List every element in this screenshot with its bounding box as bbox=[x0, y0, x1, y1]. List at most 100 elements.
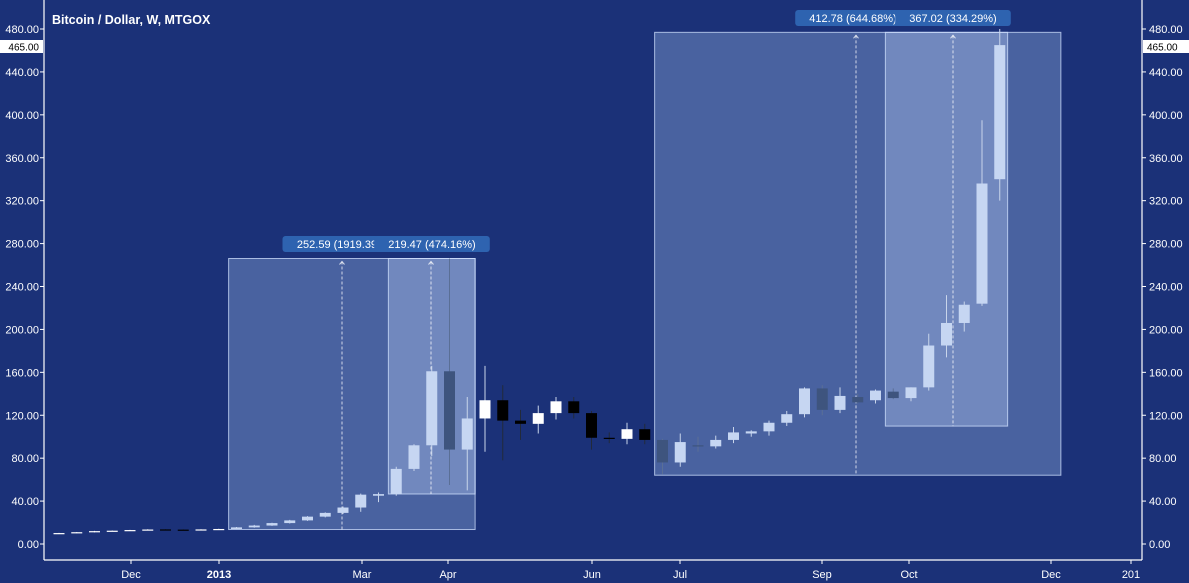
candle-body bbox=[337, 507, 349, 513]
y-tick-label-right: 200.00 bbox=[1149, 324, 1183, 336]
measure-label-2-inner-bg bbox=[895, 10, 1011, 26]
candle-body bbox=[834, 395, 846, 410]
x-tick-label: Oct bbox=[900, 569, 917, 581]
candle-body bbox=[248, 525, 260, 528]
candle-body bbox=[53, 533, 65, 535]
candle-body bbox=[302, 516, 313, 521]
candle-body bbox=[266, 523, 278, 526]
x-tick-label: Sep bbox=[812, 569, 832, 581]
measure-label-1-inner-bg bbox=[374, 236, 490, 252]
y-tick-label-left: 400.00 bbox=[5, 110, 39, 122]
x-tick-label: 201 bbox=[1122, 569, 1140, 581]
candle-body bbox=[444, 371, 455, 450]
y-tick-label-left: 200.00 bbox=[5, 324, 39, 336]
y-tick-label-left: 360.00 bbox=[5, 153, 39, 165]
candle-body bbox=[71, 532, 83, 534]
candle-body bbox=[674, 442, 686, 463]
measure-arrow-head bbox=[853, 34, 859, 39]
measure-box-inner bbox=[884, 31, 1009, 427]
measure-label-1-outer-bg bbox=[282, 236, 392, 252]
measure-arrow-head bbox=[339, 260, 345, 265]
y-tick-label-left: 0.00 bbox=[18, 539, 39, 551]
y-tick-label-right: 240.00 bbox=[1149, 282, 1183, 294]
y-tick-label-right: 440.00 bbox=[1149, 67, 1183, 79]
price-tag-right: 465.00 bbox=[1143, 40, 1189, 54]
candles bbox=[53, 29, 1006, 535]
y-tick-label-left: 440.00 bbox=[5, 67, 39, 79]
y-tick-label-right: 120.00 bbox=[1149, 410, 1183, 422]
x-tick-label: Apr bbox=[439, 569, 456, 581]
y-tick-label-left: 480.00 bbox=[5, 24, 39, 36]
y-tick-label-left: 80.00 bbox=[11, 453, 39, 465]
candle-body bbox=[426, 371, 438, 446]
candle-body bbox=[390, 468, 402, 495]
candle-body bbox=[177, 529, 189, 531]
y-tick-label-right: 360.00 bbox=[1149, 153, 1183, 165]
measure-label-2-outer-bg bbox=[795, 10, 911, 26]
y-tick-label-left: 280.00 bbox=[5, 239, 39, 251]
measure-label-1-outer: 252.59 (1919.39 bbox=[297, 239, 377, 251]
y-tick-label-right: 40.00 bbox=[1149, 496, 1177, 508]
candle-body bbox=[621, 429, 633, 439]
candle-body bbox=[461, 418, 473, 450]
measure-labels: 252.59 (1919.39 219.47 (474.16%) 412.78 (6… bbox=[282, 10, 1011, 252]
candle-body bbox=[373, 494, 384, 496]
candle-body bbox=[550, 401, 562, 414]
candle-body bbox=[515, 420, 526, 424]
candle-body bbox=[142, 529, 154, 531]
candle-body bbox=[479, 400, 491, 419]
x-axis-ticks: Dec 2013 Mar Apr Jun Jul Sep Oct Dec 201 bbox=[121, 560, 1140, 581]
chart-title: Bitcoin / Dollar, W, MTGOX bbox=[52, 13, 211, 27]
candle-body bbox=[852, 397, 864, 403]
candle-body bbox=[816, 388, 828, 410]
candle-body bbox=[160, 529, 171, 531]
candle-body bbox=[870, 390, 881, 401]
measure-arrow-head bbox=[428, 260, 434, 265]
candle-body bbox=[408, 445, 420, 469]
y-tick-label-right: 320.00 bbox=[1149, 196, 1183, 208]
candle-body bbox=[231, 527, 242, 529]
candle-body bbox=[905, 387, 917, 399]
y-tick-label-right: 480.00 bbox=[1149, 24, 1183, 36]
y-axis-ticks: 0.00 0.00 40.00 40.00 80.00 80.00 120.00 120.00… bbox=[5, 24, 1182, 551]
candle-body bbox=[728, 432, 739, 440]
candle-body bbox=[692, 445, 704, 447]
x-tick-label: Jul bbox=[673, 569, 687, 581]
candle-body bbox=[213, 528, 225, 531]
candle-body bbox=[319, 512, 331, 517]
y-tick-label-left: 160.00 bbox=[5, 367, 39, 379]
candle-body bbox=[994, 45, 1006, 180]
candle-body bbox=[976, 183, 988, 304]
x-tick-label: Dec bbox=[121, 569, 141, 581]
candle-body bbox=[958, 304, 970, 323]
price-tag-left-text: 465.00 bbox=[8, 43, 39, 54]
candle-body bbox=[799, 388, 810, 415]
candle-body bbox=[284, 520, 296, 524]
candle-body bbox=[195, 529, 207, 531]
x-tick-label: 2013 bbox=[207, 569, 231, 581]
candle-body bbox=[763, 422, 775, 432]
measure-label-2-outer: 412.78 (644.68%) bbox=[809, 13, 896, 25]
x-tick-label: Dec bbox=[1041, 569, 1061, 581]
measure-label-1-inner: 219.47 (474.16%) bbox=[388, 239, 475, 251]
measure-arrow-head bbox=[950, 34, 956, 39]
price-tag-left: 465.00 bbox=[0, 40, 43, 54]
candle-body bbox=[781, 414, 793, 423]
measure-label-2-inner: 367.02 (334.29%) bbox=[909, 13, 996, 25]
candle-body bbox=[89, 531, 100, 533]
candle-body bbox=[639, 429, 651, 440]
candle-body bbox=[124, 530, 136, 532]
price-tag-right-text: 465.00 bbox=[1147, 43, 1178, 54]
candle-body bbox=[923, 345, 935, 388]
y-tick-label-left: 40.00 bbox=[11, 496, 39, 508]
x-tick-label: Mar bbox=[353, 569, 372, 581]
y-tick-label-right: 80.00 bbox=[1149, 453, 1177, 465]
y-tick-label-right: 160.00 bbox=[1149, 367, 1183, 379]
candle-body bbox=[106, 530, 118, 532]
y-tick-label-right: 400.00 bbox=[1149, 110, 1183, 122]
y-tick-label-left: 240.00 bbox=[5, 282, 39, 294]
y-tick-label-left: 120.00 bbox=[5, 410, 39, 422]
candle-body bbox=[355, 494, 367, 508]
